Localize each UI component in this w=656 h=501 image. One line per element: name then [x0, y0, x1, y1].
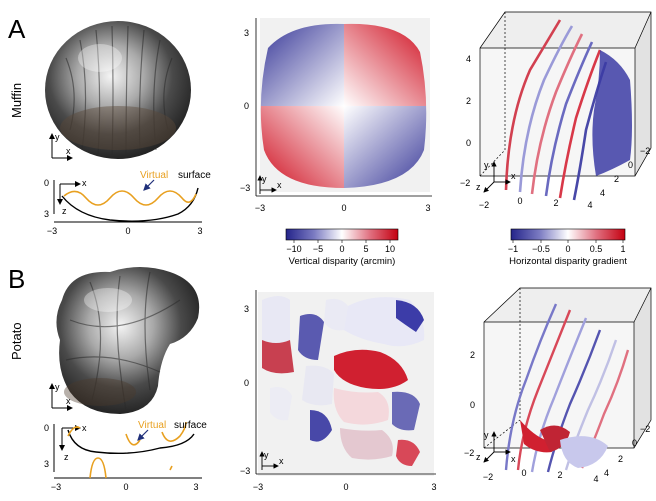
- cbar-v-tick-10: 10: [385, 244, 395, 254]
- potato-x-tick-3: 3: [193, 482, 198, 492]
- potato-cube-axis-y: y: [484, 430, 489, 440]
- potato-cube-rtick-2: 2: [618, 454, 623, 464]
- muffin-map-x-tick-0: 0: [341, 203, 346, 213]
- colorbar-horizontal-gradient: −1 −0.5 0 0.5 1 Horizontal disparity gra…: [508, 228, 627, 267]
- panel-letter-b: B: [8, 264, 25, 294]
- potato-cube-axis-z: z: [476, 452, 481, 462]
- potato-chrome-image: [56, 267, 200, 414]
- potato-map-x-tick-3: 3: [431, 482, 436, 492]
- muffin-map-x-tick-neg3: −3: [255, 203, 265, 213]
- muffin-cube-btick-0: 0: [517, 196, 522, 206]
- muffin-cube-rtick-neg2: −2: [640, 146, 650, 156]
- potato-virtual-word: Virtual: [138, 420, 166, 431]
- potato-cube-rtick-neg2: −2: [640, 424, 650, 434]
- muffin-map-y-tick-neg3: −3: [240, 183, 250, 193]
- cbar-h-tick-neg1: −1: [508, 244, 518, 254]
- muffin-map-axis-x: x: [277, 180, 282, 190]
- muffin-cube-axis-x: x: [511, 171, 516, 181]
- potato-profile-plot: x z 0 3 Virtual surface −3 0 3: [44, 420, 207, 492]
- potato-x-tick-0: 0: [123, 482, 128, 492]
- cbar-h-label: Horizontal disparity gradient: [509, 256, 627, 267]
- potato-cube-btick-4: 4: [593, 474, 598, 484]
- muffin-map-axis-y: y: [262, 174, 267, 184]
- potato-cube-rtick-0: 0: [632, 438, 637, 448]
- row-label-potato: Potato: [9, 322, 24, 360]
- muffin-virtual-word: Virtual: [140, 170, 168, 181]
- muffin-z-tick-0: 0: [44, 178, 49, 188]
- muffin-cube-tick-neg2: −2: [460, 178, 470, 188]
- potato-cube-btick-neg2: −2: [483, 472, 493, 482]
- potato-inset-x: x: [66, 396, 71, 406]
- potato-z-tick-3: 3: [44, 459, 49, 469]
- muffin-cube-rtick-0: 0: [628, 160, 633, 170]
- muffin-inset-axes: y x: [49, 132, 73, 161]
- potato-cube-tick-neg2: −2: [464, 448, 474, 458]
- muffin-cube-tick-0: 0: [466, 138, 471, 148]
- muffin-cube-btick-2: 2: [553, 198, 558, 208]
- muffin-cube-axis-y: y: [484, 160, 489, 170]
- muffin-cube-rtick-4: 4: [600, 188, 605, 198]
- potato-map-y-tick-0: 0: [244, 378, 249, 388]
- muffin-inset-x: x: [66, 146, 71, 156]
- cbar-v-tick-5: 5: [363, 244, 368, 254]
- potato-disparity-map: y x 3 0 −3 −3 0 3: [240, 290, 437, 492]
- cbar-h-tick-1: 1: [620, 244, 625, 254]
- cbar-v-tick-neg10: −10: [286, 244, 301, 254]
- potato-map-x-tick-neg3: −3: [253, 482, 263, 492]
- muffin-surface-word: surface: [178, 170, 211, 181]
- potato-map-x-tick-0: 0: [343, 482, 348, 492]
- potato-inset-y: y: [55, 382, 60, 392]
- muffin-profile-x-label: x: [82, 178, 87, 188]
- cbar-h-tick-05: 0.5: [590, 244, 603, 254]
- potato-map-y-tick-neg3: −3: [240, 466, 250, 476]
- cbar-h-tick-neg05: −0.5: [532, 244, 550, 254]
- cbar-v-tick-neg5: −5: [313, 244, 323, 254]
- row-label-muffin: Muffin: [9, 83, 24, 118]
- cbar-h-tick-0: 0: [565, 244, 570, 254]
- muffin-inset-y: y: [55, 132, 60, 142]
- potato-cube-axis-x: x: [511, 454, 516, 464]
- potato-x-tick-neg3: −3: [51, 482, 61, 492]
- potato-map-axis-y: y: [264, 450, 269, 460]
- muffin-3d-cube: 4 2 0 −2 −2 0 2 4 4 2 0 −2 y z x: [460, 11, 652, 210]
- muffin-cube-tick-2: 2: [466, 96, 471, 106]
- muffin-cube-btick-neg2: −2: [479, 200, 489, 210]
- muffin-profile-z-label: z: [62, 206, 67, 216]
- muffin-cube-btick-4: 4: [587, 200, 592, 210]
- potato-cube-tick-0: 0: [470, 400, 475, 410]
- potato-map-y-tick-3: 3: [244, 304, 249, 314]
- colorbar-vertical-disparity: −10 −5 0 5 10 Vertical disparity (arcmin…: [285, 228, 399, 267]
- muffin-cube-axis-z: z: [476, 182, 481, 192]
- muffin-map-x-tick-3: 3: [425, 203, 430, 213]
- potato-cube-btick-0: 0: [521, 468, 526, 478]
- potato-profile-x-label: x: [82, 423, 87, 433]
- panel-letter-a: A: [8, 14, 26, 44]
- potato-cube-btick-2: 2: [557, 470, 562, 480]
- potato-inset-axes: y x: [49, 382, 73, 411]
- muffin-x-tick-neg3: −3: [47, 226, 57, 236]
- cbar-v-tick-0: 0: [339, 244, 344, 254]
- muffin-cube-tick-4: 4: [466, 54, 471, 64]
- potato-cube-tick-2: 2: [470, 350, 475, 360]
- potato-map-axis-x: x: [279, 456, 284, 466]
- potato-profile-z-label: z: [64, 452, 69, 462]
- potato-cube-rtick-4: 4: [604, 468, 609, 478]
- muffin-x-tick-3: 3: [197, 226, 202, 236]
- potato-surface-word: surface: [174, 420, 207, 431]
- muffin-cube-rtick-2: 2: [614, 174, 619, 184]
- muffin-map-y-tick-0: 0: [244, 101, 249, 111]
- muffin-chrome-image: [45, 21, 191, 159]
- potato-3d-cube: 2 0 −2 −2 0 2 4 4 2 0 −2 y z x: [464, 287, 652, 484]
- muffin-profile-plot: x z 0 3 Virtual surface −3 0 3: [44, 170, 211, 236]
- cbar-v-label: Vertical disparity (arcmin): [289, 256, 396, 267]
- muffin-x-tick-0: 0: [125, 226, 130, 236]
- muffin-map-y-tick-3: 3: [244, 28, 249, 38]
- potato-z-tick-0: 0: [44, 423, 49, 433]
- muffin-z-tick-3: 3: [44, 209, 49, 219]
- muffin-disparity-map: y x 3 0 −3 −3 0 3: [240, 18, 432, 213]
